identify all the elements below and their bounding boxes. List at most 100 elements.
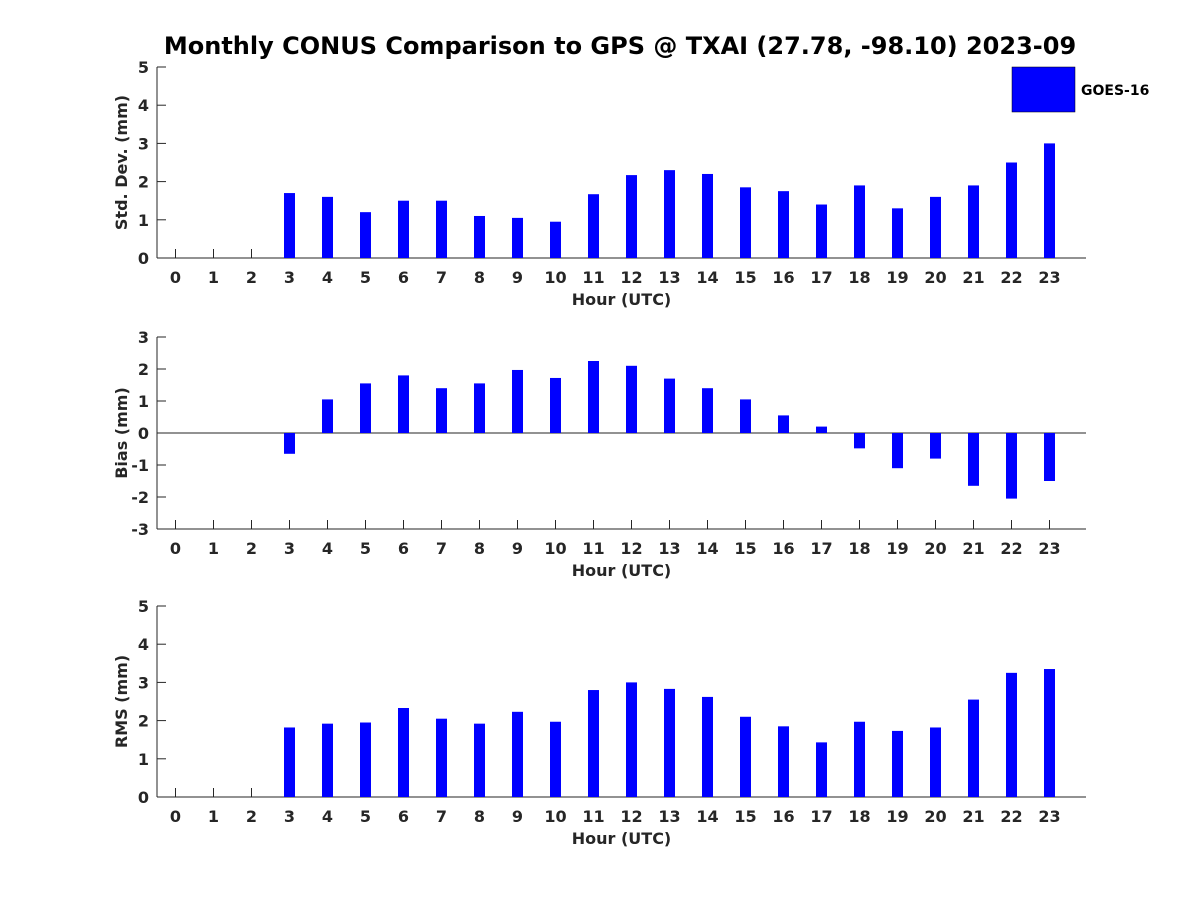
legend-swatch — [1011, 66, 1076, 113]
bar — [740, 716, 751, 797]
y-tick-label: 1 — [138, 392, 149, 411]
x-tick-label: 13 — [658, 268, 680, 287]
x-tick-label: 1 — [208, 539, 219, 558]
x-tick-label: 5 — [360, 268, 371, 287]
bar — [322, 196, 333, 258]
x-axis-label: Hour (UTC) — [572, 829, 672, 848]
x-tick-label: 14 — [696, 539, 718, 558]
y-tick-label: 0 — [138, 249, 149, 268]
x-tick-label: 5 — [360, 539, 371, 558]
x-axis-label: Hour (UTC) — [572, 290, 672, 309]
x-tick-label: 0 — [170, 807, 181, 826]
y-tick-label: 4 — [138, 96, 149, 115]
x-tick-label: 9 — [512, 268, 523, 287]
bar — [588, 690, 599, 797]
x-tick-label: 11 — [582, 268, 604, 287]
x-tick-label: 23 — [1038, 539, 1060, 558]
bar — [854, 721, 865, 797]
x-tick-label: 14 — [696, 807, 718, 826]
bar — [664, 378, 675, 433]
y-axis-label: RMS (mm) — [112, 655, 131, 748]
y-axis-label: Std. Dev. (mm) — [112, 95, 131, 230]
bar — [512, 369, 523, 433]
x-tick-label: 21 — [962, 539, 984, 558]
bar — [816, 426, 827, 433]
x-tick-label: 3 — [284, 807, 295, 826]
chart-title: Monthly CONUS Comparison to GPS @ TXAI (… — [164, 32, 1076, 60]
bar — [626, 365, 637, 433]
y-tick-label: 0 — [138, 424, 149, 443]
x-axis-label: Hour (UTC) — [572, 561, 672, 580]
x-tick-label: 7 — [436, 268, 447, 287]
x-tick-label: 0 — [170, 539, 181, 558]
bar — [968, 185, 979, 258]
x-tick-label: 16 — [772, 268, 794, 287]
x-tick-label: 15 — [734, 539, 756, 558]
x-tick-label: 22 — [1000, 807, 1022, 826]
bar — [626, 175, 637, 258]
x-tick-label: 2 — [246, 807, 257, 826]
x-tick-label: 23 — [1038, 807, 1060, 826]
x-tick-label: 6 — [398, 539, 409, 558]
bar — [778, 726, 789, 797]
x-tick-label: 21 — [962, 807, 984, 826]
x-tick-label: 12 — [620, 539, 642, 558]
bar — [702, 388, 713, 433]
x-tick-label: 8 — [474, 539, 485, 558]
x-tick-label: 11 — [582, 539, 604, 558]
bar — [930, 196, 941, 258]
x-tick-label: 13 — [658, 539, 680, 558]
bar — [1044, 669, 1055, 797]
bar — [512, 217, 523, 258]
y-tick-label: 1 — [138, 750, 149, 769]
x-tick-label: 8 — [474, 268, 485, 287]
bar — [284, 727, 295, 797]
x-tick-label: 19 — [886, 268, 908, 287]
x-tick-label: 17 — [810, 268, 832, 287]
bar — [360, 212, 371, 258]
bar — [398, 375, 409, 433]
bar — [436, 200, 447, 258]
bar — [550, 221, 561, 258]
bar — [702, 696, 713, 797]
bar — [360, 722, 371, 797]
bar — [588, 361, 599, 433]
y-tick-label: -3 — [131, 520, 149, 539]
x-tick-label: 3 — [284, 268, 295, 287]
bar — [474, 383, 485, 433]
bar — [588, 194, 599, 258]
bar — [740, 187, 751, 258]
bar — [322, 723, 333, 797]
x-tick-label: 16 — [772, 807, 794, 826]
x-tick-label: 10 — [544, 807, 566, 826]
y-tick-label: 5 — [138, 58, 149, 77]
x-tick-label: 20 — [924, 807, 946, 826]
x-tick-label: 14 — [696, 268, 718, 287]
bar — [778, 415, 789, 433]
bar — [284, 433, 295, 454]
x-tick-label: 8 — [474, 807, 485, 826]
bar — [360, 383, 371, 433]
bar — [1006, 672, 1017, 797]
y-tick-label: 3 — [138, 328, 149, 347]
x-tick-label: 21 — [962, 268, 984, 287]
legend: GOES-16 — [1011, 66, 1149, 113]
bar — [968, 433, 979, 486]
bar — [778, 191, 789, 258]
bar — [816, 742, 827, 797]
bar — [436, 388, 447, 433]
bar — [436, 718, 447, 797]
bar — [626, 682, 637, 797]
y-tick-label: 0 — [138, 788, 149, 807]
x-tick-label: 6 — [398, 268, 409, 287]
y-tick-label: -2 — [131, 488, 149, 507]
x-tick-label: 2 — [246, 539, 257, 558]
bar — [1044, 433, 1055, 481]
x-tick-label: 19 — [886, 807, 908, 826]
x-tick-label: 9 — [512, 539, 523, 558]
